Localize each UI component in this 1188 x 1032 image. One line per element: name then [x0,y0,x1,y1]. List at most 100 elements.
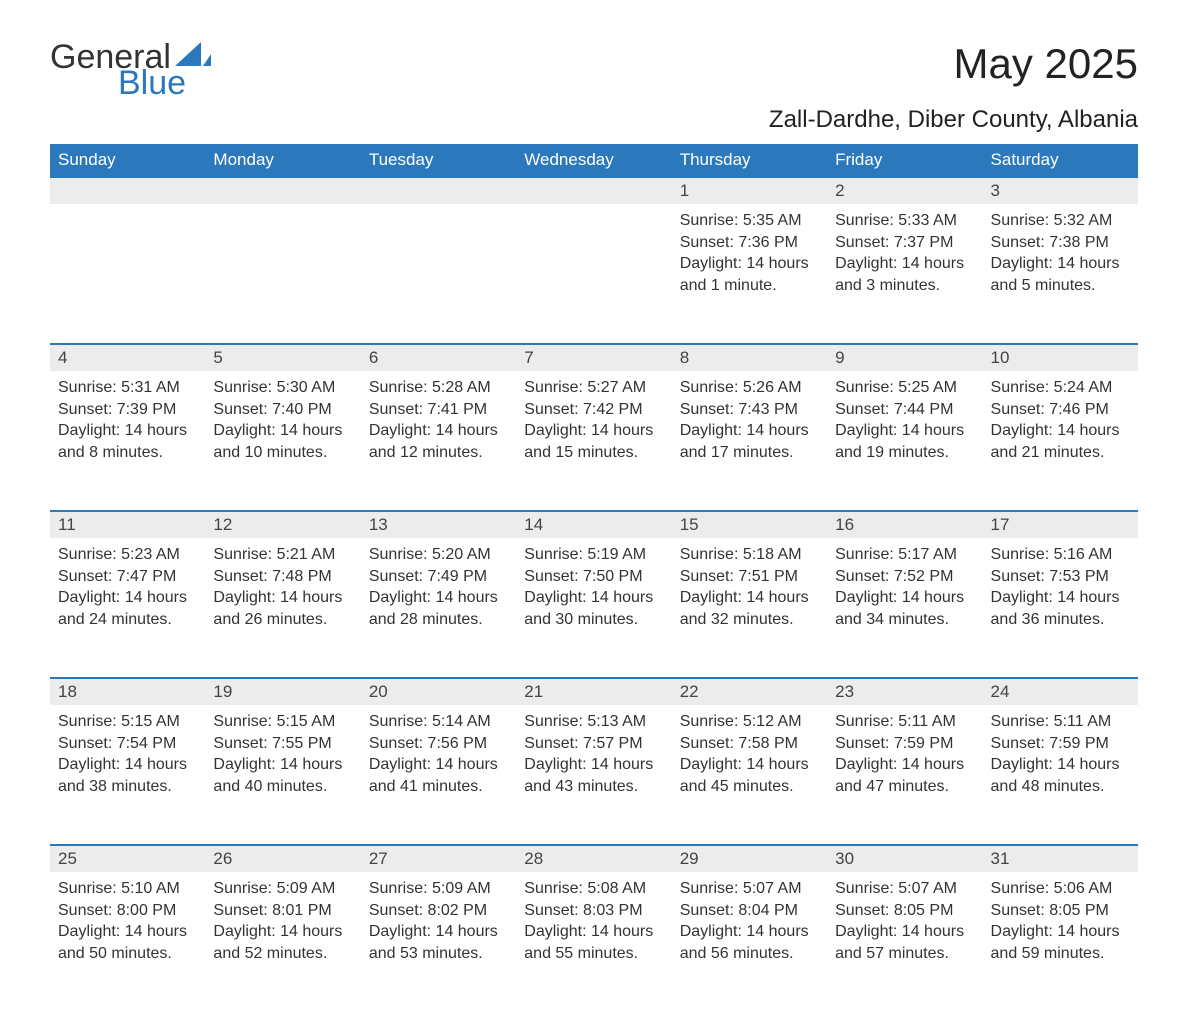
sunrise-text: Sunrise: 5:06 AM [991,878,1130,900]
sunrise-text: Sunrise: 5:08 AM [524,878,663,900]
sunrise-text: Sunrise: 5:13 AM [524,711,663,733]
day-number-cell: 24 [983,678,1138,705]
sunset-text: Sunset: 7:49 PM [369,566,508,588]
day-number-cell: 9 [827,344,982,371]
sunrise-text: Sunrise: 5:07 AM [680,878,819,900]
sunrise-text: Sunrise: 5:21 AM [213,544,352,566]
day-number-cell: 15 [672,511,827,538]
daylight-text: Daylight: 14 hours and 45 minutes. [680,754,819,797]
day-cell: Sunrise: 5:20 AMSunset: 7:49 PMDaylight:… [361,538,516,678]
sunset-text: Sunset: 7:59 PM [991,733,1130,755]
day-cell [205,204,360,344]
daylight-text: Daylight: 14 hours and 1 minute. [680,253,819,296]
day-number-cell: 12 [205,511,360,538]
day-body-row: Sunrise: 5:15 AMSunset: 7:54 PMDaylight:… [50,705,1138,845]
sunset-text: Sunset: 7:43 PM [680,399,819,421]
sunrise-text: Sunrise: 5:18 AM [680,544,819,566]
day-cell: Sunrise: 5:14 AMSunset: 7:56 PMDaylight:… [361,705,516,845]
day-cell: Sunrise: 5:13 AMSunset: 7:57 PMDaylight:… [516,705,671,845]
day-number-cell: 28 [516,845,671,872]
day-cell: Sunrise: 5:09 AMSunset: 8:01 PMDaylight:… [205,872,360,1012]
day-cell: Sunrise: 5:30 AMSunset: 7:40 PMDaylight:… [205,371,360,511]
day-number-row: 123 [50,177,1138,204]
sunset-text: Sunset: 7:44 PM [835,399,974,421]
daylight-text: Daylight: 14 hours and 28 minutes. [369,587,508,630]
sunrise-text: Sunrise: 5:12 AM [680,711,819,733]
sunset-text: Sunset: 7:48 PM [213,566,352,588]
day-cell: Sunrise: 5:19 AMSunset: 7:50 PMDaylight:… [516,538,671,678]
sunset-text: Sunset: 7:39 PM [58,399,197,421]
sunset-text: Sunset: 7:55 PM [213,733,352,755]
day-number-cell [205,177,360,204]
day-cell: Sunrise: 5:17 AMSunset: 7:52 PMDaylight:… [827,538,982,678]
weekday-header: Sunday [50,144,205,177]
daylight-text: Daylight: 14 hours and 40 minutes. [213,754,352,797]
sunset-text: Sunset: 7:36 PM [680,232,819,254]
sunrise-text: Sunrise: 5:07 AM [835,878,974,900]
daylight-text: Daylight: 14 hours and 15 minutes. [524,420,663,463]
logo-word2: Blue [118,66,211,100]
day-number-cell: 2 [827,177,982,204]
sunrise-text: Sunrise: 5:15 AM [58,711,197,733]
sunset-text: Sunset: 7:47 PM [58,566,197,588]
daylight-text: Daylight: 14 hours and 57 minutes. [835,921,974,964]
sunrise-text: Sunrise: 5:14 AM [369,711,508,733]
daylight-text: Daylight: 14 hours and 24 minutes. [58,587,197,630]
day-number-cell: 30 [827,845,982,872]
daylight-text: Daylight: 14 hours and 26 minutes. [213,587,352,630]
day-cell: Sunrise: 5:31 AMSunset: 7:39 PMDaylight:… [50,371,205,511]
day-number-cell [361,177,516,204]
daylight-text: Daylight: 14 hours and 36 minutes. [991,587,1130,630]
daylight-text: Daylight: 14 hours and 43 minutes. [524,754,663,797]
sunset-text: Sunset: 7:58 PM [680,733,819,755]
day-number-cell: 5 [205,344,360,371]
sunrise-text: Sunrise: 5:19 AM [524,544,663,566]
daylight-text: Daylight: 14 hours and 32 minutes. [680,587,819,630]
sunset-text: Sunset: 7:51 PM [680,566,819,588]
sunset-text: Sunset: 7:52 PM [835,566,974,588]
daylight-text: Daylight: 14 hours and 3 minutes. [835,253,974,296]
weekday-header: Tuesday [361,144,516,177]
sunset-text: Sunset: 7:40 PM [213,399,352,421]
daylight-text: Daylight: 14 hours and 17 minutes. [680,420,819,463]
day-number-cell: 22 [672,678,827,705]
day-cell [50,204,205,344]
daylight-text: Daylight: 14 hours and 12 minutes. [369,420,508,463]
daylight-text: Daylight: 14 hours and 48 minutes. [991,754,1130,797]
day-number-cell: 13 [361,511,516,538]
sunset-text: Sunset: 7:59 PM [835,733,974,755]
daylight-text: Daylight: 14 hours and 19 minutes. [835,420,974,463]
day-body-row: Sunrise: 5:35 AMSunset: 7:36 PMDaylight:… [50,204,1138,344]
sunrise-text: Sunrise: 5:11 AM [835,711,974,733]
sunrise-text: Sunrise: 5:26 AM [680,377,819,399]
day-number-cell: 31 [983,845,1138,872]
day-cell: Sunrise: 5:06 AMSunset: 8:05 PMDaylight:… [983,872,1138,1012]
day-number-cell: 23 [827,678,982,705]
daylight-text: Daylight: 14 hours and 21 minutes. [991,420,1130,463]
day-number-cell [50,177,205,204]
sunrise-text: Sunrise: 5:27 AM [524,377,663,399]
day-cell: Sunrise: 5:28 AMSunset: 7:41 PMDaylight:… [361,371,516,511]
day-number-cell: 20 [361,678,516,705]
day-cell: Sunrise: 5:16 AMSunset: 7:53 PMDaylight:… [983,538,1138,678]
calendar-table: Sunday Monday Tuesday Wednesday Thursday… [50,144,1138,1012]
day-number-cell: 1 [672,177,827,204]
day-number-cell: 7 [516,344,671,371]
day-number-cell: 21 [516,678,671,705]
day-number-cell: 8 [672,344,827,371]
daylight-text: Daylight: 14 hours and 30 minutes. [524,587,663,630]
logo: General Blue [50,40,211,100]
day-number-cell: 26 [205,845,360,872]
location: Zall-Dardhe, Diber County, Albania [769,106,1138,134]
calendar-page: General Blue May 2025 Zall-Dardhe, Diber… [0,0,1188,1032]
day-cell: Sunrise: 5:27 AMSunset: 7:42 PMDaylight:… [516,371,671,511]
sunrise-text: Sunrise: 5:32 AM [991,210,1130,232]
day-cell: Sunrise: 5:15 AMSunset: 7:55 PMDaylight:… [205,705,360,845]
day-number-cell: 27 [361,845,516,872]
day-cell: Sunrise: 5:07 AMSunset: 8:05 PMDaylight:… [827,872,982,1012]
day-number-cell: 16 [827,511,982,538]
daylight-text: Daylight: 14 hours and 56 minutes. [680,921,819,964]
weekday-header: Monday [205,144,360,177]
day-number-cell: 10 [983,344,1138,371]
daylight-text: Daylight: 14 hours and 8 minutes. [58,420,197,463]
